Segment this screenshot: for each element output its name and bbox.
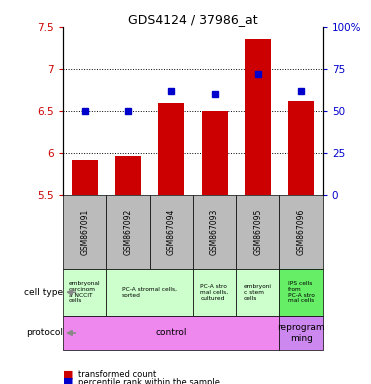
Bar (106, 268, 193, 316)
Text: GSM867094: GSM867094 (167, 209, 176, 255)
Text: control: control (155, 328, 187, 338)
Text: embryoni
c stem
cells: embryoni c stem cells (244, 284, 272, 301)
Text: GSM867093: GSM867093 (210, 209, 219, 255)
Text: GSM867096: GSM867096 (297, 209, 306, 255)
Bar (63, 316, 279, 350)
Bar (106, 195, 150, 268)
Text: cell type: cell type (24, 288, 63, 297)
Text: protocol: protocol (26, 328, 63, 338)
Bar (279, 195, 323, 268)
Text: percentile rank within the sample: percentile rank within the sample (78, 377, 220, 384)
Bar (72, 160, 98, 195)
Text: reprogram
ming: reprogram ming (277, 323, 325, 343)
Text: ■: ■ (63, 377, 73, 384)
Bar (150, 195, 193, 268)
Bar (236, 268, 279, 316)
Text: embryonal
carcinom
a NCCIT
cells: embryonal carcinom a NCCIT cells (69, 281, 101, 303)
Bar (288, 101, 314, 195)
Bar (236, 195, 279, 268)
Bar (279, 316, 323, 350)
Text: PC-A stromal cells,
sorted: PC-A stromal cells, sorted (122, 287, 177, 298)
Text: GSM867091: GSM867091 (80, 209, 89, 255)
Bar (193, 268, 236, 316)
Text: ■: ■ (63, 369, 73, 379)
Title: GDS4124 / 37986_at: GDS4124 / 37986_at (128, 13, 258, 26)
Bar (245, 40, 271, 195)
Text: transformed count: transformed count (78, 370, 156, 379)
Bar (193, 195, 236, 268)
Bar (158, 103, 184, 195)
Text: IPS cells
from
PC-A stro
mal cells: IPS cells from PC-A stro mal cells (288, 281, 315, 303)
Text: GSM867095: GSM867095 (253, 209, 262, 255)
Bar (279, 268, 323, 316)
Text: PC-A stro
mal cells,
cultured: PC-A stro mal cells, cultured (200, 284, 229, 301)
Bar (115, 156, 141, 195)
Bar (63, 268, 106, 316)
Bar (201, 111, 227, 195)
Bar (63, 195, 106, 268)
Text: GSM867092: GSM867092 (124, 209, 132, 255)
